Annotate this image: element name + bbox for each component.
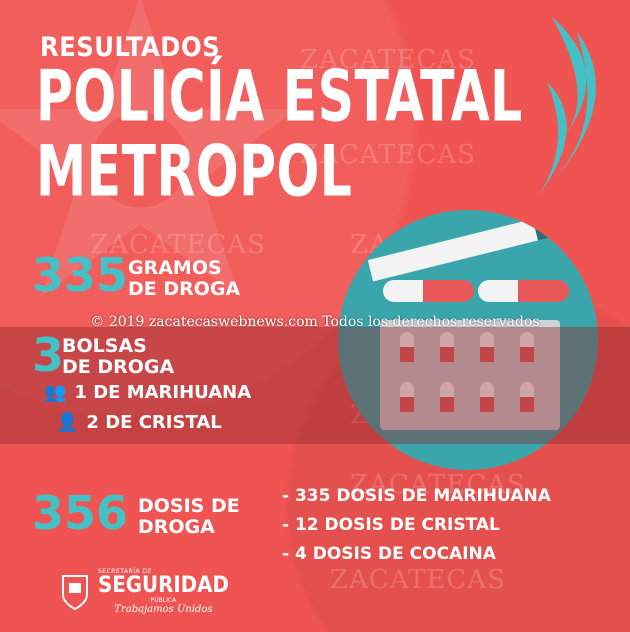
logo-top-text: SECRETARÍA DE [98,568,152,575]
dosis-label-line2: DROGA [138,516,215,538]
drugs-illustration [338,210,598,470]
highlight-band [0,327,630,444]
shield-crest-icon [62,574,88,610]
dosis-detail-list: - 335 DOSIS DE MARIHUANA - 12 DOSIS DE C… [282,482,551,569]
bolsas-detail-text: 1 DE MARIHUANA [74,382,252,403]
seguridad-publica-logo: SECRETARÍA DE SEGURIDAD PÚBLICA Trabajam… [60,568,229,615]
dosis-number: 356 [32,486,129,540]
flame-decoration-icon [537,17,596,197]
gramos-label-line1: GRAMOS [128,257,222,279]
results-label: RESULTADOS [40,32,221,63]
logo-sub-text: PÚBLICA [150,597,177,604]
bolsas-label-line2: DE DROGA [62,356,175,378]
gramos-label-line2: DE DROGA [128,278,241,300]
page-title-line2: METROPOL [36,131,353,213]
watermark-text: ZACATECAS [90,230,266,260]
bolsas-number: 3 [32,328,65,382]
page-title-line1: POLICÍA ESTATAL [36,56,523,138]
watermark-text: ZACATECAS [300,45,476,75]
dosis-label-line1: DOSIS DE [138,495,240,517]
logo-tagline: Trabajamos Unidos [114,604,213,615]
drugs-illustration-icon [367,215,569,430]
person-icon: 👤 [56,412,79,433]
bolsas-detail-cristal: 👤 2 DE CRISTAL [56,412,222,433]
list-item: - 12 DOSIS DE CRISTAL [282,515,500,535]
bolsas-label-line1: BOLSAS [62,335,147,357]
copyright-watermark: © 2019 zacatecaswebnews.com Todos los de… [90,314,540,330]
watermark-text: ZACATECAS [350,470,526,500]
gramos-number: 335 [32,248,129,302]
watermark-text: ZACATECAS [300,140,476,170]
people-icon: 👥 [44,382,67,403]
bolsas-detail-text: 2 DE CRISTAL [86,412,222,433]
logo-main-text: SEGURIDAD [98,573,229,598]
police-star-background-icon [0,0,297,296]
bolsas-detail-marihuana: 👥 1 DE MARIHUANA [44,382,251,403]
list-item: - 4 DOSIS DE COCAINA [282,544,496,564]
list-item: - 335 DOSIS DE MARIHUANA [282,486,551,506]
watermark-text: ZACATECAS [330,565,506,595]
